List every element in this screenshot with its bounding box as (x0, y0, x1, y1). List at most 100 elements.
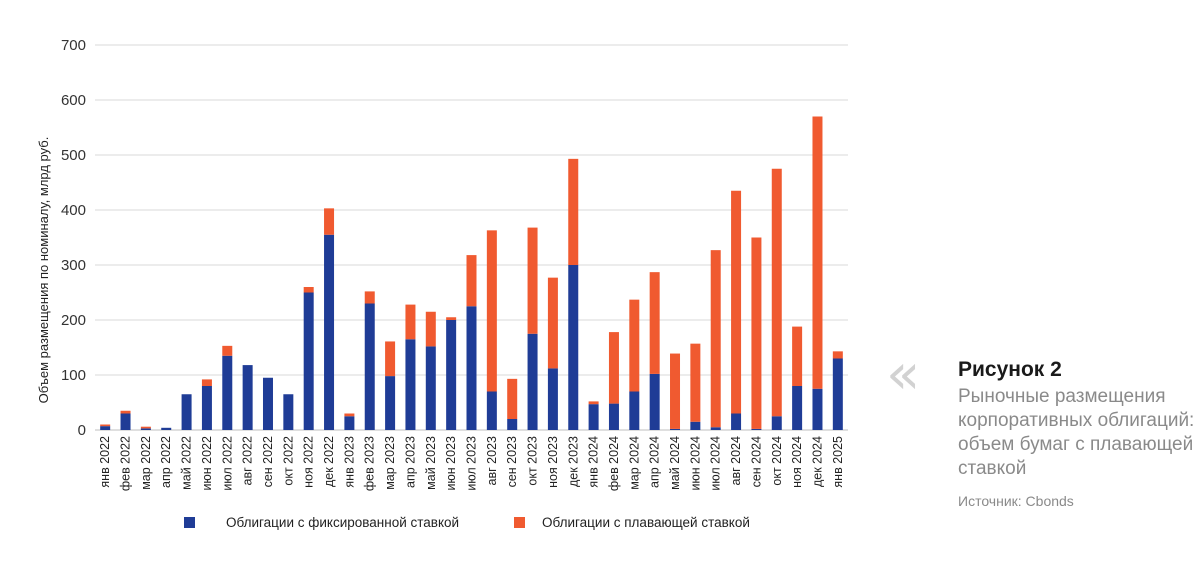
y-tick-label: 400 (61, 202, 86, 219)
x-tick-label: сен 2023 (505, 436, 519, 487)
bar-fixed (792, 386, 803, 430)
x-tick-label: июн 2022 (200, 436, 214, 491)
bar-floating (201, 379, 212, 386)
x-tick-label: май 2024 (668, 436, 682, 490)
double-chevron-left-icon: « (886, 342, 920, 407)
legend-label-floating: Облигации с плавающей ставкой (542, 515, 750, 530)
x-tick-label: мар 2024 (627, 436, 641, 490)
y-tick-label: 500 (61, 147, 86, 164)
bar-fixed (405, 339, 416, 430)
x-tick-label: дек 2023 (566, 436, 580, 487)
x-tick-label: окт 2023 (526, 436, 540, 486)
bar-floating (771, 168, 782, 417)
x-tick-label: янв 2023 (342, 436, 356, 488)
bar-fixed (568, 265, 579, 430)
x-tick-label: фев 2023 (363, 436, 377, 491)
y-tick-label: 700 (61, 37, 86, 54)
bar-floating (486, 230, 497, 392)
bar-fixed (283, 394, 294, 430)
x-tick-label: янв 2022 (98, 436, 112, 488)
bar-floating (324, 208, 335, 235)
y-tick-label: 600 (61, 92, 86, 109)
bar-floating (670, 353, 681, 429)
x-tick-label: ноя 2023 (546, 436, 560, 488)
bar-floating (649, 272, 660, 374)
bar-floating (120, 410, 131, 414)
stacked-bar-chart: 0 100 200 300 400 500 600 700 Объем размещения … (36, 37, 848, 530)
bar-floating (568, 158, 579, 265)
bar-fixed (181, 394, 192, 430)
x-tick-label: июн 2024 (688, 436, 702, 491)
bar-floating (466, 255, 477, 307)
bar-fixed (710, 427, 721, 430)
bar-fixed (385, 376, 396, 430)
x-tick-label: апр 2024 (648, 436, 662, 488)
legend: Облигации с фиксированной ставкой Облига… (184, 515, 750, 530)
x-tick-label: мар 2023 (383, 436, 397, 490)
bar-fixed (751, 428, 762, 430)
legend-swatch-floating (514, 517, 525, 528)
x-tick-label: авг 2022 (241, 436, 255, 485)
bar-floating (344, 413, 355, 417)
y-axis-ticks: 0 100 200 300 400 500 600 700 (61, 37, 86, 439)
bar-fixed (812, 388, 823, 430)
y-tick-label: 200 (61, 312, 86, 329)
bar-fixed (466, 306, 477, 430)
bar-floating (731, 190, 742, 414)
bar-fixed (262, 377, 273, 430)
bar-floating (812, 116, 823, 389)
x-tick-label: июн 2023 (444, 436, 458, 491)
x-tick-label: июл 2022 (220, 436, 234, 491)
bar-fixed (303, 292, 314, 430)
figure-number: Рисунок 2 (958, 358, 1062, 381)
bar-fixed (100, 426, 111, 430)
bar-fixed (242, 365, 253, 430)
x-tick-label: сен 2022 (261, 436, 275, 487)
x-tick-label: дек 2022 (322, 436, 336, 487)
bar-fixed (731, 413, 742, 430)
bar-floating (629, 299, 640, 392)
x-tick-label: май 2022 (180, 436, 194, 490)
bar-floating (425, 311, 436, 347)
source-note: Источник: Cbonds (958, 493, 1074, 509)
bar-fixed (507, 419, 518, 430)
bar-floating (507, 378, 518, 419)
bar-floating (100, 424, 111, 427)
bar-floating (222, 345, 233, 356)
bar-floating (385, 341, 396, 377)
bar-fixed (324, 234, 335, 430)
x-tick-label: окт 2024 (770, 436, 784, 486)
bar-fixed (161, 427, 172, 430)
bar-floating (364, 291, 375, 304)
x-tick-label: апр 2022 (159, 436, 173, 488)
x-tick-label: ноя 2022 (302, 436, 316, 488)
bar-floating (446, 317, 457, 320)
bar-floating (608, 332, 619, 404)
y-tick-label: 100 (61, 367, 86, 384)
bar-fixed (649, 373, 660, 430)
bar-floating (547, 277, 558, 369)
legend-label-fixed: Облигации с фиксированной ставкой (226, 515, 459, 530)
y-axis-label: Объем размещения по номиналу, млрд руб. (36, 137, 51, 404)
legend-swatch-fixed (184, 517, 195, 528)
bar-fixed (547, 368, 558, 430)
x-tick-label: авг 2024 (729, 436, 743, 485)
y-tick-label: 300 (61, 257, 86, 274)
bar-fixed (446, 320, 457, 430)
bar-fixed (527, 333, 538, 430)
bar-floating (690, 343, 701, 422)
bar-fixed (222, 355, 233, 430)
bar-fixed (425, 346, 436, 430)
x-tick-label: фев 2022 (119, 436, 133, 491)
bar-fixed (629, 391, 640, 430)
y-tick-label: 0 (78, 422, 86, 439)
bar-fixed (832, 358, 843, 430)
bar-floating (710, 250, 721, 428)
bar-fixed (201, 386, 212, 430)
bar-floating (832, 351, 843, 359)
bar-fixed (140, 428, 151, 430)
x-tick-label: июл 2024 (709, 436, 723, 491)
bar-fixed (690, 421, 701, 430)
bar-fixed (588, 404, 599, 430)
figure-title: Рыночные размещения корпоративных облига… (958, 386, 1195, 479)
